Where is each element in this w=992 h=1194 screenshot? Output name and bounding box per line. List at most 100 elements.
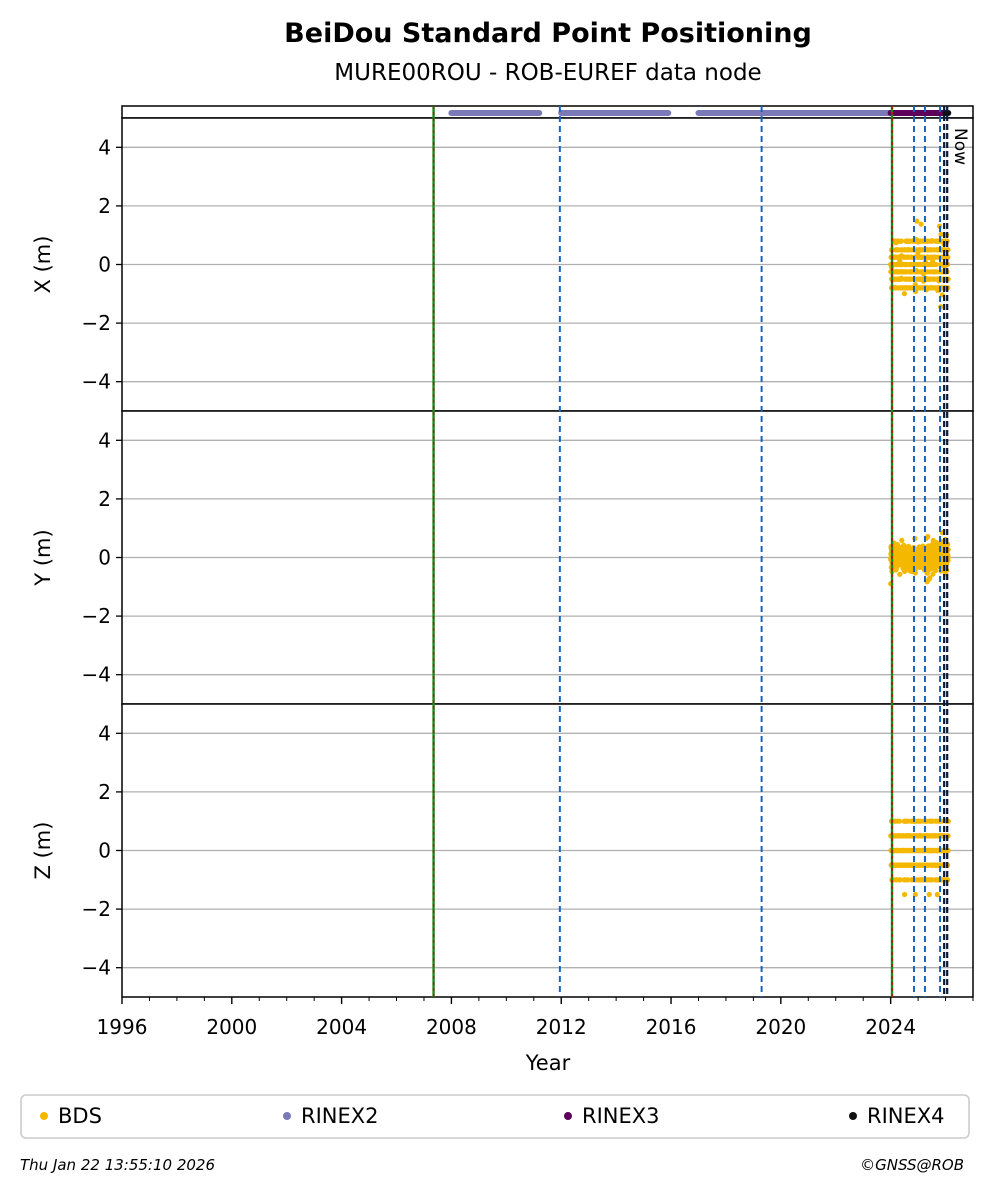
y-tick-label-z: 0: [98, 839, 111, 863]
bds-point: [932, 238, 939, 244]
bds-point: [903, 847, 909, 854]
bds-point: [905, 269, 911, 275]
y-tick-label-z: 4: [98, 721, 111, 745]
bds-point: [912, 891, 919, 898]
x-tick-label: 2016: [646, 1015, 697, 1039]
bds-point: [932, 877, 939, 883]
bds-point: [896, 818, 903, 824]
legend-label-rinex4: RINEX4: [867, 1104, 945, 1128]
bds-point: [893, 269, 899, 275]
bds-point: [926, 891, 932, 898]
bds-point: [895, 551, 901, 557]
bds-point: [906, 548, 912, 555]
bds-point: [902, 567, 908, 574]
bds-point: [931, 276, 937, 282]
bds-point: [915, 238, 921, 244]
y-axis-label-y: Y (m): [31, 529, 55, 586]
footer-timestamp: Thu Jan 22 13:55:10 2026: [20, 1156, 215, 1174]
bds-point: [919, 561, 925, 567]
bds-point: [929, 862, 936, 868]
bds-point: [933, 862, 939, 868]
y-tick-label-z: −4: [82, 956, 111, 980]
panel-frame-z: [121, 703, 974, 998]
bds-point: [897, 238, 903, 244]
bds-point: [895, 247, 901, 253]
bds-point: [917, 818, 924, 824]
bds-point: [926, 847, 932, 854]
bds-point: [899, 269, 905, 275]
y-tick-label-y: 0: [98, 546, 111, 570]
bds-point: [932, 254, 938, 260]
bds-point: [929, 564, 935, 570]
bds-point: [893, 564, 900, 570]
bds-point: [914, 276, 920, 282]
bds-point: [905, 247, 911, 253]
bds-point: [914, 847, 921, 854]
bds-point: [902, 254, 908, 260]
legend-frame: [20, 1094, 970, 1139]
bds-point: [938, 231, 944, 238]
bds-point: [921, 271, 927, 277]
bds-point: [901, 877, 907, 883]
bds-point: [903, 276, 909, 282]
y-tick-label-z: −2: [82, 897, 111, 921]
bds-point: [930, 542, 936, 548]
y-tick-label-x: 4: [98, 135, 111, 159]
bds-point: [933, 567, 939, 574]
x-tick-label: 2020: [755, 1015, 806, 1039]
bds-point: [902, 891, 908, 898]
chart-subtitle: MURE00ROU - ROB-EUREF data node: [334, 60, 761, 86]
y-tick-label-y: 4: [98, 428, 111, 452]
bds-point: [905, 818, 911, 824]
legend-marker-rinex4: [849, 1112, 857, 1120]
bds-point: [913, 261, 920, 268]
x-tick-label: 2024: [865, 1015, 916, 1039]
bds-point: [902, 551, 908, 557]
bds-point: [897, 571, 903, 577]
legend-label-rinex2: RINEX2: [301, 1104, 379, 1128]
bds-point: [901, 291, 908, 297]
legend-marker-bds: [40, 1112, 48, 1120]
legend: BDS RINEX2 RINEX3 RINEX4: [20, 1094, 970, 1139]
bds-point: [925, 558, 932, 565]
bds-point: [907, 238, 913, 244]
bds-point: [918, 221, 924, 227]
bds-point: [934, 891, 940, 898]
now-label: Now: [950, 128, 970, 165]
bds-point: [930, 261, 936, 268]
x-tick-label: 2004: [316, 1015, 367, 1039]
bds-point: [914, 218, 920, 224]
bds-point: [899, 285, 906, 291]
bds-point: [924, 570, 930, 576]
bds-point: [896, 276, 902, 282]
y-tick-label-y: 2: [98, 487, 111, 511]
bds-point: [926, 545, 932, 551]
legend-label-bds: BDS: [58, 1104, 102, 1128]
bds-point: [906, 276, 913, 282]
legend-label-rinex3: RINEX3: [582, 1104, 660, 1128]
bds-point: [893, 877, 899, 883]
bds-point: [925, 577, 932, 583]
bds-point: [925, 833, 931, 839]
x-tick-label: 2000: [206, 1015, 257, 1039]
bds-point: [898, 847, 904, 854]
bds-point: [895, 833, 901, 839]
bds-point: [928, 254, 934, 260]
y-tick-label-z: 2: [98, 780, 111, 804]
x-tick-label: 2008: [426, 1015, 477, 1039]
bds-point: [899, 247, 905, 253]
bds-point: [935, 551, 942, 557]
bds-point: [897, 877, 903, 883]
bds-point: [906, 862, 912, 868]
bds-point: [929, 877, 935, 883]
bds-point: [917, 833, 924, 839]
y-tick-label-x: −4: [82, 370, 111, 394]
legend-marker-rinex2: [283, 1112, 291, 1120]
bds-point: [904, 261, 910, 268]
chart-title: BeiDou Standard Point Positioning: [284, 18, 812, 49]
bds-point: [899, 261, 905, 268]
bds-point: [896, 254, 902, 260]
bds-point: [907, 254, 914, 260]
